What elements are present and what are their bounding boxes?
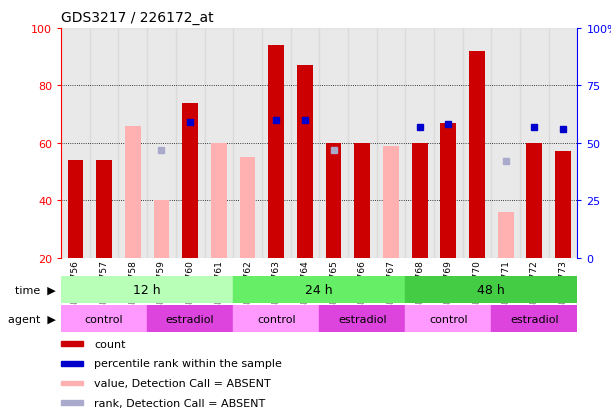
Bar: [527, 143, 542, 258]
Bar: [119, 29, 147, 258]
Bar: [297, 66, 313, 258]
Bar: [60, 401, 83, 405]
Bar: [348, 29, 376, 258]
Bar: [240, 158, 255, 258]
Text: 48 h: 48 h: [477, 284, 505, 297]
Bar: [320, 306, 405, 332]
Text: GDS3217 / 226172_at: GDS3217 / 226172_at: [61, 11, 214, 25]
Bar: [463, 29, 491, 258]
Text: control: control: [85, 314, 123, 324]
Text: time  ▶: time ▶: [15, 285, 56, 295]
Text: percentile rank within the sample: percentile rank within the sample: [94, 358, 282, 368]
Bar: [182, 103, 198, 258]
Bar: [405, 306, 491, 332]
Bar: [205, 29, 233, 258]
Bar: [268, 46, 284, 258]
Bar: [291, 29, 319, 258]
Bar: [60, 361, 83, 366]
Bar: [61, 29, 90, 258]
Bar: [90, 29, 119, 258]
Text: count: count: [94, 339, 125, 349]
Bar: [60, 381, 83, 386]
Bar: [354, 143, 370, 258]
Bar: [412, 143, 428, 258]
Text: 24 h: 24 h: [306, 284, 333, 297]
Text: value, Detection Call = ABSENT: value, Detection Call = ABSENT: [94, 378, 271, 388]
Text: control: control: [257, 314, 296, 324]
Bar: [441, 123, 456, 258]
Bar: [61, 277, 233, 304]
Bar: [376, 29, 405, 258]
Bar: [125, 126, 141, 258]
Bar: [555, 152, 571, 258]
Bar: [61, 306, 147, 332]
Bar: [233, 306, 319, 332]
Text: rank, Detection Call = ABSENT: rank, Detection Call = ABSENT: [94, 398, 265, 408]
Bar: [147, 29, 176, 258]
Bar: [147, 306, 233, 332]
Bar: [520, 29, 549, 258]
Bar: [319, 29, 348, 258]
Bar: [262, 29, 291, 258]
Text: estradiol: estradiol: [166, 314, 214, 324]
Text: agent  ▶: agent ▶: [9, 314, 56, 324]
Text: 12 h: 12 h: [133, 284, 161, 297]
Bar: [498, 212, 514, 258]
Text: estradiol: estradiol: [338, 314, 387, 324]
Bar: [60, 342, 83, 346]
Bar: [491, 306, 577, 332]
Bar: [233, 29, 262, 258]
Bar: [211, 143, 227, 258]
Bar: [176, 29, 205, 258]
Bar: [97, 161, 112, 258]
Bar: [469, 52, 485, 258]
Bar: [405, 277, 577, 304]
Bar: [326, 143, 342, 258]
Bar: [233, 277, 405, 304]
Bar: [68, 161, 83, 258]
Bar: [383, 146, 399, 258]
Bar: [491, 29, 520, 258]
Bar: [549, 29, 577, 258]
Bar: [405, 29, 434, 258]
Bar: [434, 29, 463, 258]
Text: estradiol: estradiol: [510, 314, 558, 324]
Text: control: control: [429, 314, 467, 324]
Bar: [153, 201, 169, 258]
